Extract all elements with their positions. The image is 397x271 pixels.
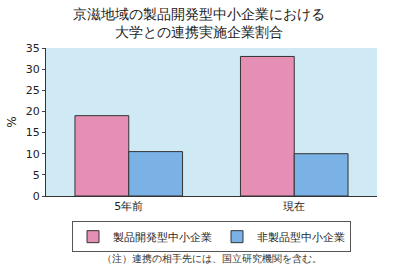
svg-text:%: % [5,116,19,127]
svg-text:製品開発型中小企業: 製品開発型中小企業 [113,231,212,244]
svg-text:5年前: 5年前 [114,200,143,213]
svg-text:0: 0 [33,190,40,203]
svg-text:5: 5 [33,169,40,182]
svg-text:35: 35 [26,42,40,55]
svg-text:現在: 現在 [283,200,305,213]
svg-text:10: 10 [26,148,40,161]
svg-text:20: 20 [26,105,40,118]
svg-text:30: 30 [26,63,40,76]
svg-text:25: 25 [26,84,40,97]
svg-text:京滋地域の製品開発型中小企業における大学との連携実施企業割合: 京滋地域の製品開発型中小企業における大学との連携実施企業割合 [73,6,325,40]
svg-text:（注）連携の相手先には、国立研究機関を含む。: （注）連携の相手先には、国立研究機関を含む。 [102,253,322,264]
svg-text:15: 15 [26,126,40,139]
svg-text:非製品型中小企業: 非製品型中小企業 [257,231,345,244]
